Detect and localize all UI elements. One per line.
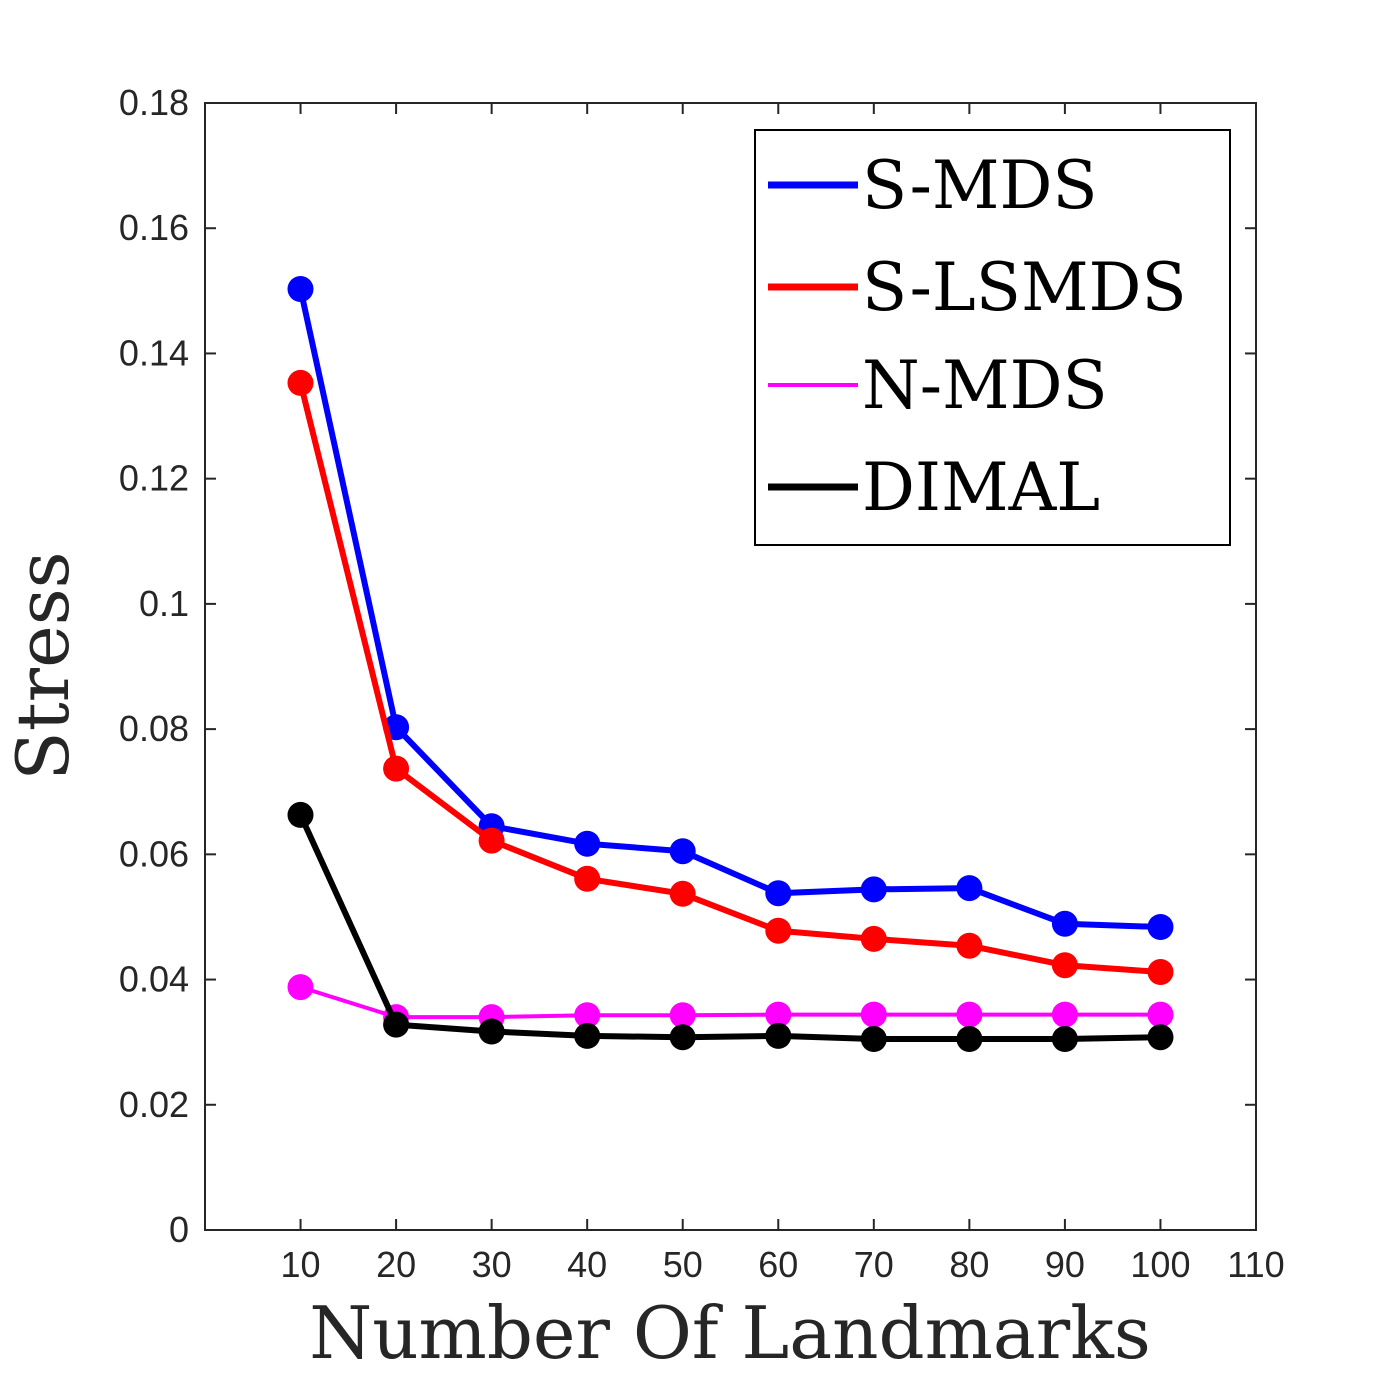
data-point: [1051, 1026, 1078, 1052]
data-point: [287, 276, 314, 302]
y-tick-label: 0.06: [119, 833, 189, 874]
x-axis-title: Number Of Landmarks: [309, 1291, 1151, 1375]
y-tick-label: 0.18: [119, 82, 189, 123]
data-point: [383, 755, 410, 782]
data-point: [669, 838, 696, 865]
data-point: [956, 1001, 983, 1028]
x-tick-label: 70: [854, 1244, 894, 1285]
y-tick-label: 0.08: [119, 708, 189, 749]
x-tick-label: 20: [376, 1244, 416, 1285]
data-point: [765, 880, 792, 907]
data-point: [574, 1022, 601, 1049]
y-tick-label: 0: [169, 1209, 189, 1250]
data-point: [765, 1001, 792, 1028]
legend: S-MDS S-LSMDS N-MDS DIMAL: [754, 129, 1231, 546]
data-point: [765, 917, 792, 944]
plot-frame: [204, 102, 1257, 1231]
data-point: [669, 880, 696, 907]
data-point: [669, 1024, 696, 1051]
series-dimal: [287, 801, 1174, 1052]
data-point: [1051, 1001, 1078, 1028]
x-tick-label: 10: [281, 1244, 321, 1285]
data-point: [287, 801, 314, 828]
data-point: [860, 925, 887, 952]
x-tick-label: 40: [567, 1244, 607, 1285]
data-point: [478, 1018, 505, 1045]
legend-label: S-LSMDS: [862, 249, 1187, 326]
series-line: [297, 813, 1161, 1042]
x-tick-label: 110: [1227, 1244, 1284, 1285]
data-point: [1147, 1001, 1174, 1028]
x-tick-label: 50: [663, 1244, 703, 1285]
tick-layer: 0 0.02 0.04 0.06 0.08 0.1 0.12 0.14 0.16 0.18 10 20…: [119, 82, 1285, 1285]
data-point: [1147, 959, 1174, 985]
data-point: [956, 932, 983, 959]
data-point: [574, 830, 601, 857]
data-point: [860, 1026, 887, 1052]
series-layer: [287, 276, 1174, 1052]
x-tick-label: 90: [1045, 1244, 1085, 1285]
data-point: [860, 1001, 887, 1028]
legend-label: DIMAL: [862, 449, 1100, 526]
series-line: [297, 288, 1161, 930]
data-point: [574, 865, 601, 892]
series-s-lsmds: [287, 369, 1174, 985]
data-point: [383, 1011, 410, 1038]
series-line: [297, 382, 1161, 975]
series-line: [299, 985, 1161, 1020]
data-point: [478, 827, 505, 854]
data-point: [1147, 914, 1174, 940]
x-tick-label: 100: [1130, 1244, 1190, 1285]
x-tick-label: 30: [472, 1244, 512, 1285]
data-point: [1051, 910, 1078, 937]
data-point: [287, 369, 314, 396]
series-s-mds: [287, 276, 1174, 940]
data-point: [956, 1026, 983, 1052]
y-tick-label: 0.04: [119, 959, 189, 1000]
data-point: [1147, 1024, 1174, 1051]
x-tick-label: 60: [758, 1244, 798, 1285]
data-point: [574, 1002, 601, 1029]
data-point: [1051, 952, 1078, 979]
y-axis-title: Stress: [1, 551, 85, 780]
legend-box: [754, 129, 1231, 546]
data-point: [860, 876, 887, 903]
legend-label: N-MDS: [862, 347, 1108, 424]
y-tick-label: 0.14: [119, 332, 189, 373]
y-tick-label: 0.12: [119, 458, 189, 499]
y-tick-label: 0.16: [119, 207, 189, 248]
y-tick-label: 0.02: [119, 1084, 189, 1125]
legend-label: S-MDS: [862, 147, 1098, 224]
y-tick-label: 0.1: [139, 583, 189, 624]
data-point: [669, 1002, 696, 1029]
x-tick-label: 80: [949, 1244, 989, 1285]
data-point: [956, 875, 983, 902]
data-point: [765, 1022, 792, 1049]
data-point: [287, 974, 314, 1001]
